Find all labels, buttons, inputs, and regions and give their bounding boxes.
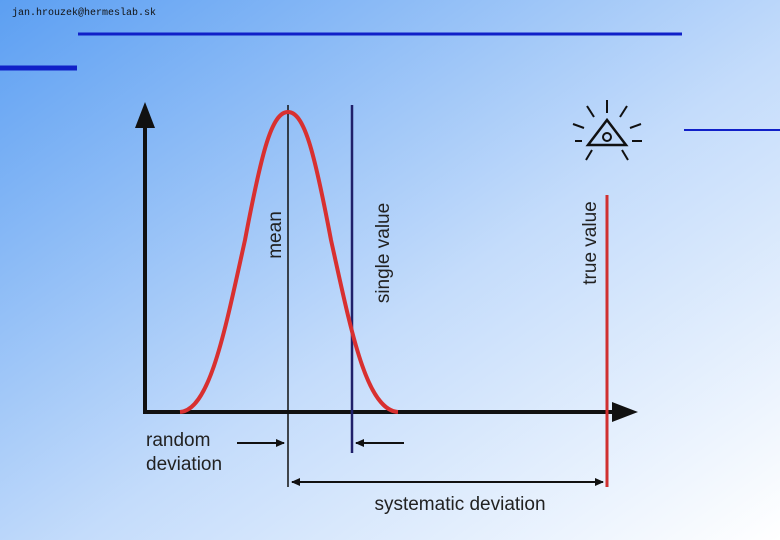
arrowhead xyxy=(612,402,638,422)
mean-label: mean xyxy=(265,211,286,259)
systematic-deviation-label: systematic deviation xyxy=(374,494,545,515)
true-value-label: true value xyxy=(580,201,601,284)
random-deviation-label: random xyxy=(146,430,210,451)
arrowhead xyxy=(135,102,155,128)
distribution-curve xyxy=(179,109,399,414)
single-value-label: single value xyxy=(373,203,394,303)
email: jan.hrouzek@hermeslab.sk xyxy=(12,7,156,19)
random-deviation-label: deviation xyxy=(146,454,222,475)
eye-icon xyxy=(572,100,642,161)
